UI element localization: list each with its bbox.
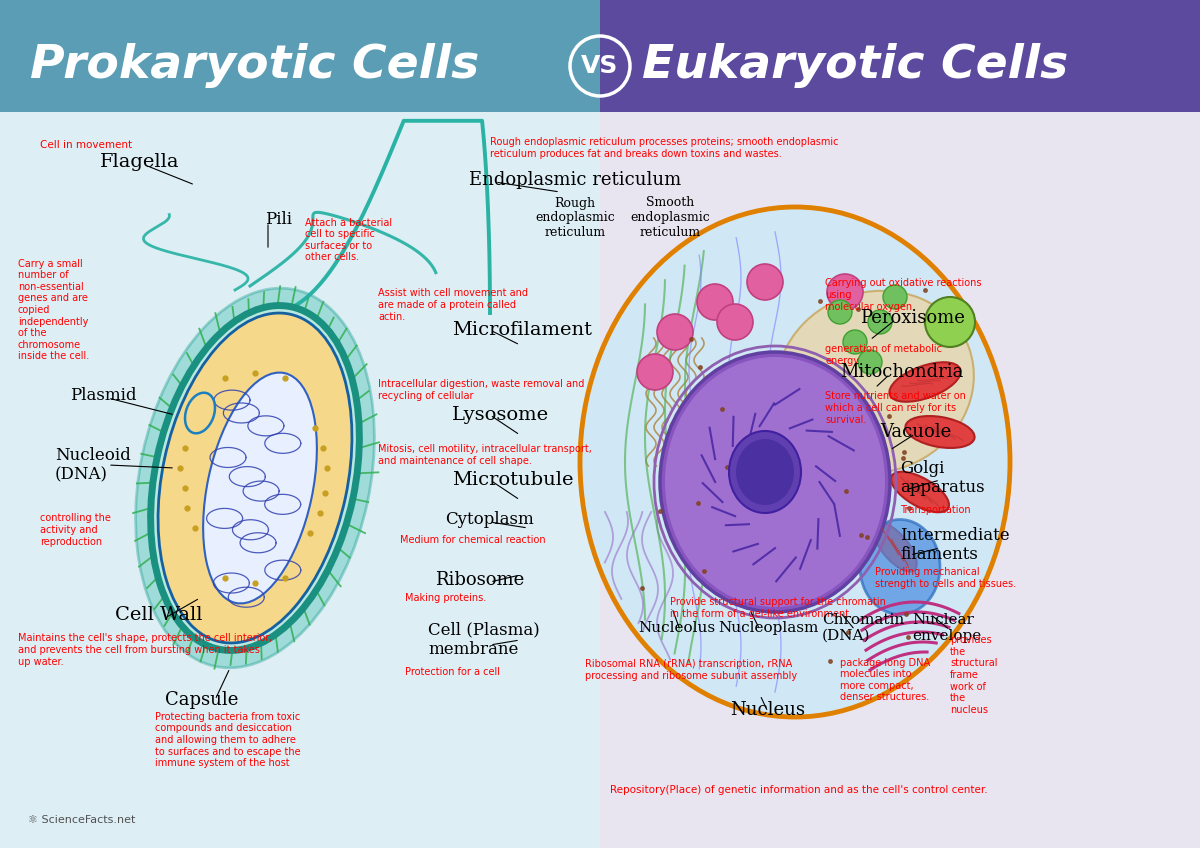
Text: Eukaryotic Cells: Eukaryotic Cells [642, 43, 1068, 88]
Text: Protection for a cell: Protection for a cell [406, 667, 500, 677]
Text: Nucleus: Nucleus [731, 701, 805, 719]
Text: Rough
endoplasmic
reticulum: Rough endoplasmic reticulum [535, 197, 614, 239]
Text: Maintains the cell's shape, protects the cell interior,
and prevents the cell fr: Maintains the cell's shape, protects the… [18, 633, 272, 667]
Text: Repository(Place) of genetic information and as the cell's control center.: Repository(Place) of genetic information… [610, 785, 988, 795]
Text: Cytoplasm: Cytoplasm [445, 511, 534, 528]
Circle shape [697, 284, 733, 320]
Circle shape [658, 314, 694, 350]
Ellipse shape [580, 207, 1010, 717]
Text: Flagella: Flagella [100, 153, 180, 171]
Ellipse shape [730, 431, 802, 513]
Text: Peroxisome: Peroxisome [860, 309, 965, 327]
Ellipse shape [151, 305, 359, 650]
Text: Chromatin
(DNA): Chromatin (DNA) [822, 613, 905, 643]
Text: Assist with cell movement and
are made of a protein called
actin.: Assist with cell movement and are made o… [378, 288, 528, 321]
Text: Cell in movement: Cell in movement [40, 140, 132, 150]
Bar [600, 0, 1200, 112]
Text: Ribosome: Ribosome [436, 571, 524, 589]
Text: Vacuole: Vacuole [880, 423, 952, 441]
Text: Transportation: Transportation [900, 505, 971, 515]
Circle shape [842, 330, 866, 354]
Text: VS: VS [581, 54, 619, 78]
Ellipse shape [203, 372, 317, 604]
Ellipse shape [136, 288, 374, 668]
Text: ⚛ ScienceFacts.net: ⚛ ScienceFacts.net [28, 815, 136, 825]
Ellipse shape [665, 357, 886, 607]
Text: Carry a small
number of
non-essential
genes and are
copied
independently
of the
: Carry a small number of non-essential ge… [18, 259, 89, 361]
Text: Medium for chemical reaction: Medium for chemical reaction [400, 535, 546, 545]
Text: Endoplasmic reticulum: Endoplasmic reticulum [469, 171, 682, 189]
Text: Carrying out oxidative reactions
using
molecular oxygen.: Carrying out oxidative reactions using m… [826, 278, 982, 311]
Circle shape [637, 354, 673, 390]
Ellipse shape [660, 352, 890, 612]
Text: Protecting bacteria from toxic
compounds and desiccation
and allowing them to ad: Protecting bacteria from toxic compounds… [155, 711, 301, 768]
Text: Prokaryotic Cells: Prokaryotic Cells [30, 43, 480, 88]
Text: Smooth
endoplasmic
reticulum: Smooth endoplasmic reticulum [630, 197, 710, 239]
Circle shape [828, 300, 852, 324]
Text: generation of metabolic
energy: generation of metabolic energy [826, 344, 942, 365]
Text: Ribosomal RNA (rRNA) transcription, rRNA
processing and ribosome subunit assembl: Ribosomal RNA (rRNA) transcription, rRNA… [586, 659, 797, 681]
Text: controlling the
activity and
reproduction: controlling the activity and reproductio… [40, 513, 110, 547]
Circle shape [858, 350, 882, 374]
Text: Nucleolus: Nucleolus [638, 621, 715, 635]
Text: Cell Wall: Cell Wall [115, 606, 203, 624]
Text: provides
the
structural
frame
work of
the
nucleus: provides the structural frame work of th… [950, 635, 997, 715]
Circle shape [868, 310, 892, 334]
Text: Provide structural support for the chromatin
in the form of a gel-like environme: Provide structural support for the chrom… [670, 597, 886, 619]
Text: Nucleoplasm: Nucleoplasm [718, 621, 818, 635]
Circle shape [746, 264, 784, 300]
Text: Intracellular digestion, waste removal and
recycling of cellular: Intracellular digestion, waste removal a… [378, 379, 584, 401]
Ellipse shape [776, 291, 974, 473]
Circle shape [718, 304, 754, 340]
Ellipse shape [890, 471, 949, 512]
Text: package long DNA
molecules into
more compact,
denser structures.: package long DNA molecules into more com… [840, 657, 930, 702]
Text: Rough endoplasmic reticulum processes proteins; smooth endoplasmic
reticulum pro: Rough endoplasmic reticulum processes pr… [490, 137, 839, 159]
Text: Golgi
apparatus: Golgi apparatus [900, 460, 985, 496]
Text: Store nutrients and water on
which a cell can rely for its
survival.: Store nutrients and water on which a cel… [826, 392, 966, 425]
Ellipse shape [906, 416, 974, 448]
Circle shape [827, 274, 863, 310]
Bar [0, 112, 600, 848]
Text: Plasmid: Plasmid [70, 387, 137, 404]
Text: Microfilament: Microfilament [452, 321, 592, 339]
Bar [600, 112, 1200, 848]
Text: Pili: Pili [265, 211, 292, 228]
Text: Microtubule: Microtubule [452, 471, 574, 489]
Ellipse shape [736, 439, 794, 505]
Ellipse shape [860, 520, 940, 615]
Circle shape [883, 285, 907, 309]
Text: Lysosome: Lysosome [452, 406, 550, 424]
Text: Making proteins.: Making proteins. [406, 593, 486, 603]
Ellipse shape [889, 362, 961, 402]
Text: Capsule: Capsule [166, 691, 239, 709]
Text: Nucleoid
(DNA): Nucleoid (DNA) [55, 447, 131, 483]
Text: Cell (Plasma)
membrane: Cell (Plasma) membrane [428, 622, 540, 658]
Text: Nuclear
envelope: Nuclear envelope [912, 613, 982, 643]
Text: Mitochondria: Mitochondria [840, 363, 964, 381]
Ellipse shape [158, 313, 352, 643]
Text: Intermediate
filaments: Intermediate filaments [900, 527, 1009, 563]
Bar [0, 0, 600, 112]
Text: Attach a bacterial
cell to specific
surfaces or to
other cells.: Attach a bacterial cell to specific surf… [305, 218, 392, 262]
Text: Mitosis, cell motility, intracellular transport,
and maintenance of cell shape.: Mitosis, cell motility, intracellular tr… [378, 444, 592, 466]
Ellipse shape [874, 522, 917, 572]
Circle shape [925, 297, 974, 347]
Text: Providing mechanical
strength to cells and tissues.: Providing mechanical strength to cells a… [875, 567, 1016, 589]
